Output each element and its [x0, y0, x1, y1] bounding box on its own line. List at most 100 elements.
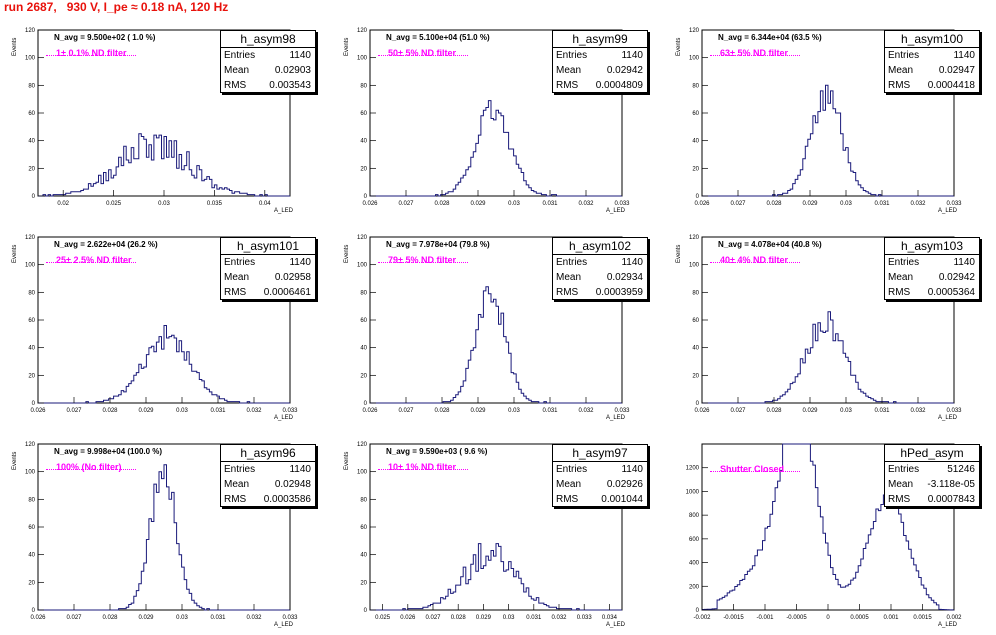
stats-value: 0.02942: [938, 272, 975, 283]
stats-value: 0.003543: [269, 80, 311, 91]
y-tick-label: 20: [28, 166, 35, 172]
stats-row: Entries 1140: [885, 255, 979, 270]
x-tick-label: 0.027: [730, 201, 746, 207]
y-tick-label: 600: [689, 537, 700, 543]
histogram-line: [701, 443, 955, 611]
stats-row: RMS 0.0004418: [885, 78, 979, 93]
x-tick-label: 0.026: [30, 615, 46, 621]
y-tick-label: 0: [364, 401, 368, 407]
x-tick-label: 0.031: [874, 201, 890, 207]
histogram-svg: -0.002 -0.0015 -0.001 -0.0005 0 0.0005 0.001 0.…: [686, 443, 962, 621]
histogram-line: [38, 464, 290, 611]
stats-row: Mean 0.02948: [221, 477, 315, 492]
y-tick-label: 60: [360, 318, 367, 324]
filter-label: 79± 5% ND filter: [388, 255, 456, 265]
stats-label: RMS: [556, 287, 579, 298]
y-tick-label: 20: [28, 373, 35, 379]
stats-label: Entries: [888, 50, 920, 61]
histogram-panel-h_asym98: 0.02 0.025 0.03 0.035 0.04 0 20 40 60 80 100 120 A_L…: [0, 14, 332, 221]
stats-value: 0.02948: [274, 479, 311, 490]
stats-value: -3.118e-05: [927, 479, 975, 490]
x-tick-label: 0.001: [883, 615, 899, 621]
stats-row: RMS 0.0005364: [885, 285, 979, 300]
x-tick-label: 0.028: [102, 408, 118, 414]
stats-row: Mean 0.02926: [553, 477, 647, 492]
stats-row: RMS 0.0003586: [221, 492, 315, 507]
stats-row: Entries 1140: [221, 255, 315, 270]
stats-label: Mean: [888, 479, 914, 490]
stats-box: hPed_asym Entries 51246 Mean -3.118e-05 RMS 0.…: [884, 444, 980, 507]
x-tick-label: 0.026: [694, 201, 710, 207]
stats-row: RMS 0.0003959: [553, 285, 647, 300]
y-axis-label: Events: [12, 244, 18, 263]
stats-value: 1140: [953, 50, 975, 61]
y-tick-label: 100: [689, 263, 700, 269]
stats-value: 0.0007843: [927, 494, 975, 505]
histogram-line: [370, 100, 622, 197]
y-tick-label: 60: [28, 318, 35, 324]
histogram-panel-h_asym101: 0.026 0.027 0.028 0.029 0.03 0.031 0.032 0.033 0…: [0, 221, 332, 428]
x-tick-label: 0.029: [802, 201, 818, 207]
y-tick-label: 20: [360, 166, 367, 172]
stats-value: 1140: [289, 257, 311, 268]
y-tick-label: 20: [360, 373, 367, 379]
histogram-line: [38, 325, 290, 404]
y-tick-label: 20: [360, 580, 367, 586]
x-tick-label: 0.027: [398, 201, 414, 207]
x-axis-label: A_LED: [274, 208, 294, 214]
x-tick-label: 0.032: [246, 408, 262, 414]
x-tick-label: 0.025: [375, 615, 391, 621]
x-tick-label: 0.028: [102, 615, 118, 621]
histogram-svg: 0.026 0.027 0.028 0.029 0.03 0.031 0.032 0.033 0…: [357, 28, 630, 207]
filter-label: 10± 1% ND filter: [388, 462, 456, 472]
x-axis-label: A_LED: [606, 415, 626, 421]
x-tick-label: 0.033: [282, 408, 298, 414]
stats-label: Mean: [888, 65, 914, 76]
y-tick-label: 120: [689, 28, 700, 34]
y-tick-label: 60: [692, 111, 699, 117]
y-tick-label: 800: [689, 513, 700, 519]
histogram-panel-h_asym97: 0.025 0.026 0.027 0.028 0.029 0.03 0.031 0.032 0…: [332, 428, 664, 635]
x-tick-label: 0.03: [176, 408, 188, 414]
stats-label: RMS: [224, 287, 247, 298]
y-tick-label: 100: [357, 470, 368, 476]
x-tick-label: -0.001: [756, 615, 774, 621]
y-tick-label: 100: [25, 56, 36, 62]
filter-leader: [46, 55, 136, 56]
filter-leader: [46, 469, 136, 470]
y-tick-label: 80: [692, 290, 699, 296]
x-tick-label: 0.034: [602, 615, 618, 621]
y-tick-label: 0: [696, 194, 700, 200]
n-avg-annotation: N_avg = 6.344e+04 (63.5 %): [718, 33, 822, 42]
x-tick-label: 0.031: [542, 408, 558, 414]
y-tick-label: 100: [25, 470, 36, 476]
histogram-panel-h_asym103: 0.026 0.027 0.028 0.029 0.03 0.031 0.032 0.033 0…: [664, 221, 996, 428]
histogram-name: h_asym103: [885, 238, 979, 255]
stats-value: 0.001044: [601, 494, 643, 505]
x-tick-label: 0.033: [614, 201, 630, 207]
y-tick-label: 20: [692, 373, 699, 379]
histogram-line: [38, 133, 290, 197]
stats-box: h_asym100 Entries 1140 Mean 0.02947 RMS 0.0004…: [884, 30, 980, 93]
filter-leader: [46, 262, 136, 263]
histogram-line: [702, 84, 954, 197]
y-tick-label: 120: [357, 235, 368, 241]
histogram-svg: 0.026 0.027 0.028 0.029 0.03 0.031 0.032 0.033 0…: [25, 442, 298, 621]
x-tick-label: 0: [826, 615, 830, 621]
stats-label: Mean: [556, 479, 582, 490]
x-tick-label: 0.031: [526, 615, 542, 621]
y-tick-label: 60: [360, 111, 367, 117]
x-tick-label: 0.026: [694, 408, 710, 414]
x-tick-label: 0.035: [207, 201, 223, 207]
y-tick-label: 80: [360, 497, 367, 503]
stats-row: Mean 0.02942: [553, 63, 647, 78]
stats-label: RMS: [888, 287, 911, 298]
x-tick-label: 0.028: [766, 201, 782, 207]
stats-box: h_asym97 Entries 1140 Mean 0.02926 RMS 0.00104…: [552, 444, 648, 507]
stats-row: Entries 1140: [553, 48, 647, 63]
stats-label: RMS: [224, 494, 247, 505]
histogram-line: [370, 543, 622, 611]
filter-leader: [378, 469, 468, 470]
x-tick-label: -0.0005: [786, 615, 807, 621]
stats-value: 0.02926: [606, 479, 643, 490]
